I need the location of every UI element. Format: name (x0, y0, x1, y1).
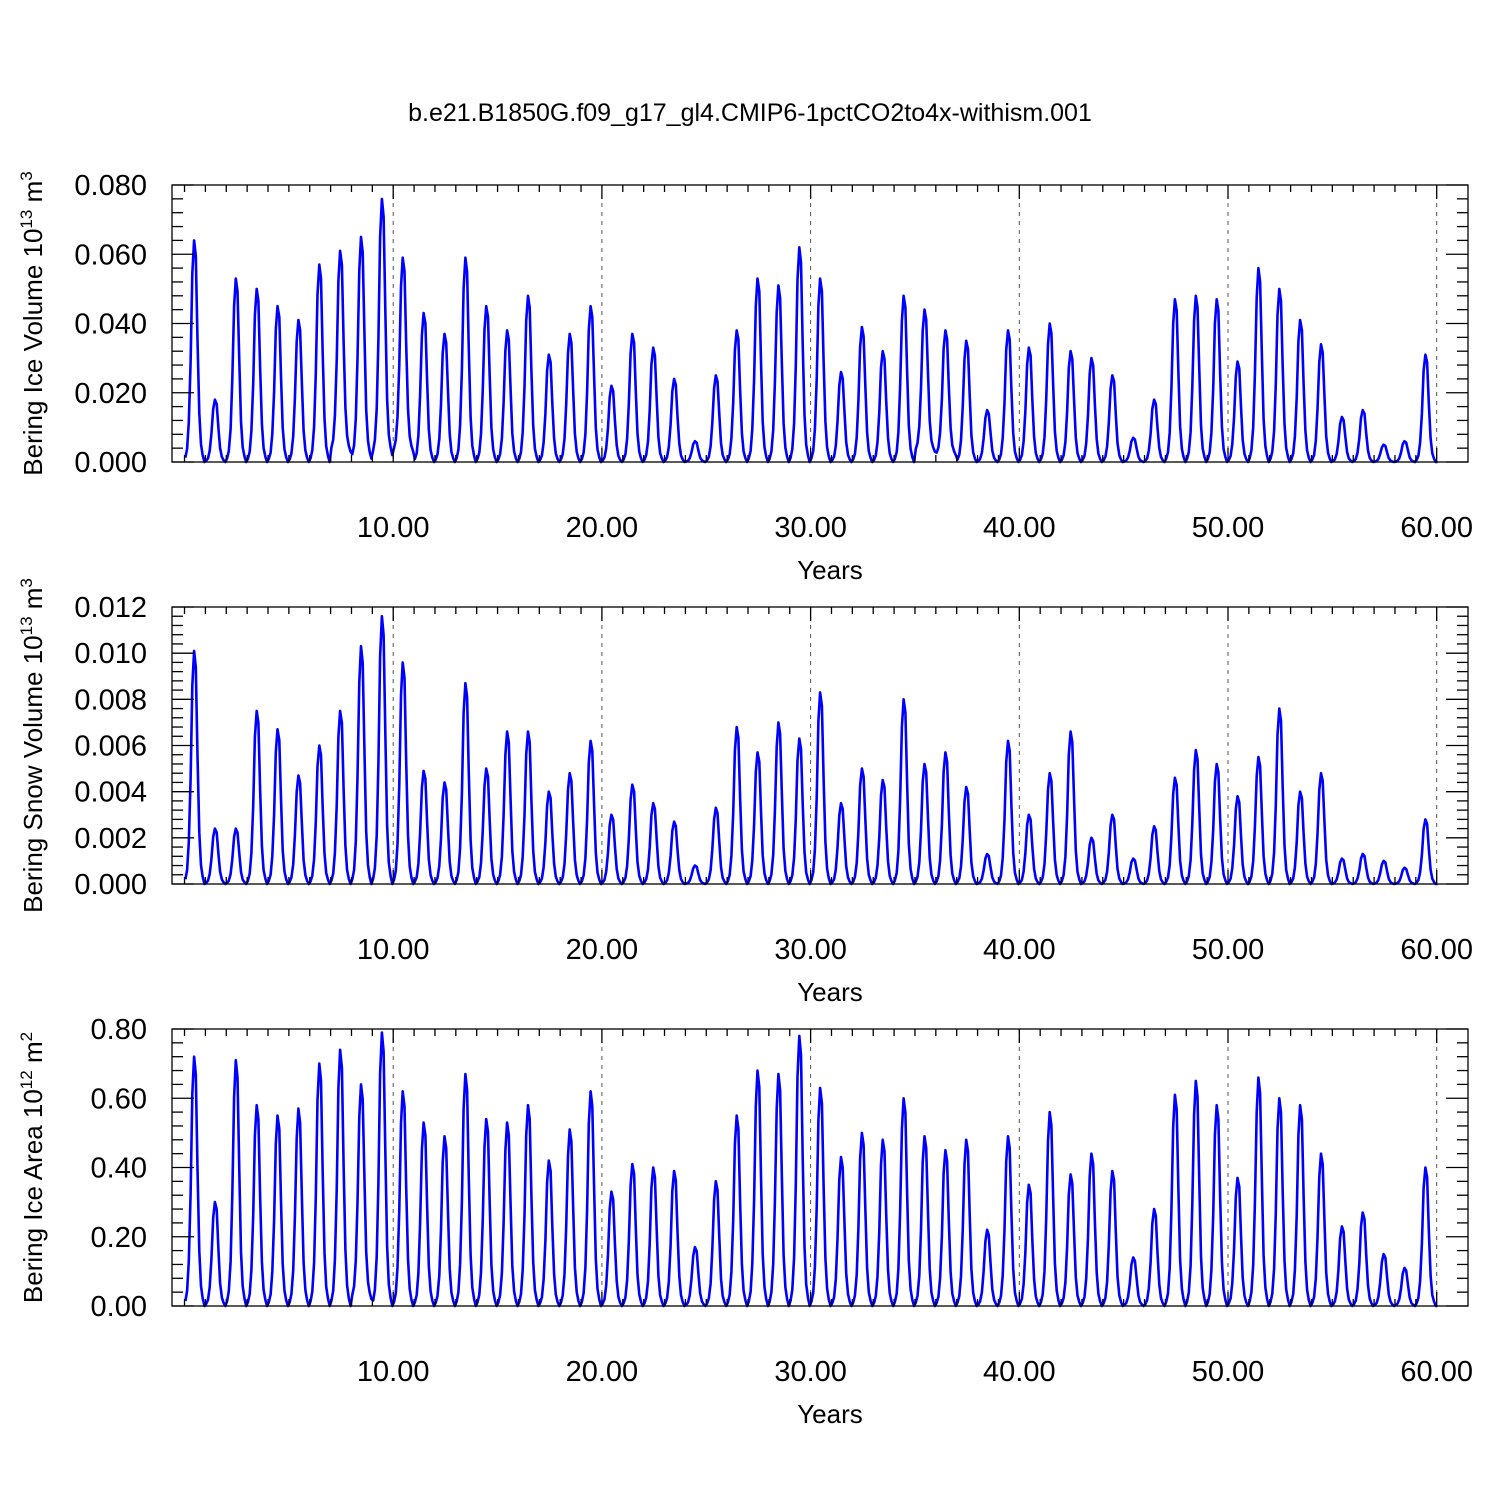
ice-volume-y-tick-label: 0.000 (74, 447, 147, 479)
ice-area-x-tick-label: 60.00 (1400, 1356, 1473, 1388)
ice-volume-x-tick-label: 20.00 (566, 512, 639, 544)
ice-volume-x-tick-label: 60.00 (1400, 512, 1473, 544)
snow-volume-y-tick-label: 0.006 (74, 731, 147, 763)
snow-volume-x-tick-label: 60.00 (1400, 934, 1473, 966)
snow-volume-x-tick-label: 20.00 (566, 934, 639, 966)
ice-area-x-tick-label: 30.00 (774, 1356, 847, 1388)
snow-volume-x-tick-label: 10.00 (357, 934, 430, 966)
panel-snow-volume: 10.00 20.00 30.00 40.00 50.00 60.00 0.000 0.002… (17, 578, 1473, 1007)
snow-volume-x-tick-label: 50.00 (1192, 934, 1265, 966)
snow-volume-series-line (184, 614, 1438, 886)
ice-area-y-tick-label: 0.60 (91, 1083, 147, 1115)
ice-volume-y-tick-label: 0.020 (74, 378, 147, 410)
ice-volume-x-tick-label: 30.00 (774, 512, 847, 544)
snow-volume-y-tick-label: 0.004 (74, 777, 147, 809)
ice-area-x-tick-label: 10.00 (357, 1356, 430, 1388)
snow-volume-y-axis-title: Bering Snow Volume 1013 m3 (17, 578, 48, 913)
ice-volume-x-tick-label: 10.00 (357, 512, 430, 544)
ice-area-y-tick-label: 0.40 (91, 1153, 147, 1185)
ice-area-x-axis-title: Years (797, 1399, 863, 1429)
ice-volume-y-tick-label: 0.080 (74, 170, 147, 202)
ice-volume-x-tick-label: 50.00 (1192, 512, 1265, 544)
snow-volume-y-tick-label: 0.002 (74, 823, 147, 855)
snow-volume-x-tick-label: 40.00 (983, 934, 1056, 966)
ice-area-x-tick-label: 40.00 (983, 1356, 1056, 1388)
snow-volume-y-tick-label: 0.000 (74, 869, 147, 901)
figure-title: b.e21.B1850G.f09_g17_gl4.CMIP6-1pctCO2to… (408, 99, 1092, 127)
ice-area-series-line (184, 1031, 1438, 1308)
ice-area-y-tick-label: 0.20 (91, 1222, 147, 1254)
ice-volume-y-tick-label: 0.040 (74, 309, 147, 341)
ice-area-x-tick-label: 20.00 (566, 1356, 639, 1388)
snow-volume-x-tick-label: 30.00 (774, 934, 847, 966)
snow-volume-y-tick-label: 0.010 (74, 638, 147, 670)
ice-area-y-tick-label: 0.80 (91, 1014, 147, 1046)
ice-volume-x-axis-title: Years (797, 555, 863, 585)
snow-volume-x-axis-title: Years (797, 977, 863, 1007)
ice-area-y-axis-title: Bering Ice Area 1012 m2 (17, 1032, 48, 1303)
panel-ice-volume: 10.00 20.00 30.00 40.00 50.00 60.00 0.000 0.020… (17, 170, 1473, 585)
panel-ice-area: 10.00 20.00 30.00 40.00 50.00 60.00 0.00 0.20 0.… (17, 1014, 1473, 1429)
ice-volume-series-line (184, 197, 1438, 464)
ice-area-y-tick-label: 0.00 (91, 1291, 147, 1323)
ice-area-x-tick-label: 50.00 (1192, 1356, 1265, 1388)
ice-volume-x-tick-label: 40.00 (983, 512, 1056, 544)
snow-volume-y-tick-label: 0.012 (74, 592, 147, 624)
snow-volume-y-tick-label: 0.008 (74, 684, 147, 716)
ice-volume-y-axis-title: Bering Ice Volume 1013 m3 (17, 171, 48, 475)
ice-volume-y-tick-label: 0.060 (74, 239, 147, 271)
